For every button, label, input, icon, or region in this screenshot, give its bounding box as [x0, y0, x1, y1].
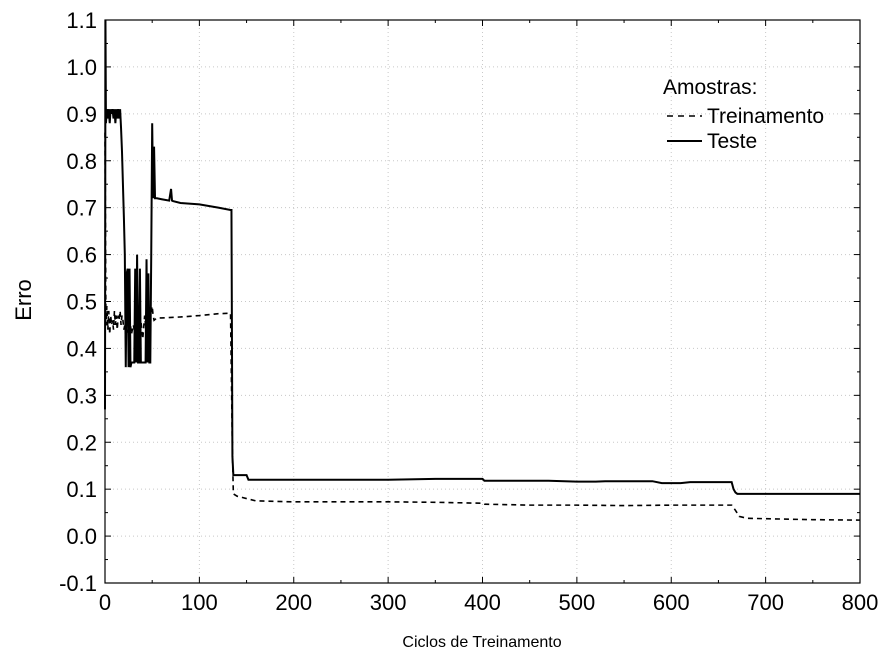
- y-tick-label: 0.7: [66, 196, 97, 221]
- legend-label-teste: Teste: [707, 130, 757, 153]
- x-axis-title: Ciclos de Treinamento: [402, 634, 561, 651]
- y-tick-label: 0.6: [66, 243, 97, 268]
- y-tick-label: 1.0: [66, 55, 97, 80]
- x-tick-label: 800: [842, 590, 879, 615]
- x-tick-label: 500: [559, 590, 596, 615]
- x-tick-label: 200: [275, 590, 312, 615]
- legend-label-treinamento: Treinamento: [707, 105, 824, 128]
- y-tick-label: 0.9: [66, 102, 97, 127]
- y-tick-label: 0.8: [66, 149, 97, 174]
- legend: Amostras: Treinamento Teste: [663, 76, 824, 153]
- x-tick-label: 100: [181, 590, 218, 615]
- y-tick-label: 0.5: [66, 290, 97, 315]
- series-line-teste: [104, 19, 860, 495]
- x-tick-label: 600: [653, 590, 690, 615]
- y-tick-label: 0.1: [66, 477, 97, 502]
- x-tick-label: 300: [370, 590, 407, 615]
- y-tick-label: 1.1: [66, 8, 97, 33]
- x-tick-label: 700: [747, 590, 784, 615]
- y-tick-label: 0.2: [66, 430, 97, 455]
- y-axis-title: Erro: [11, 279, 36, 321]
- series-lines: [104, 19, 861, 521]
- y-tick-label: 0.4: [66, 336, 97, 361]
- x-tick-label: 0: [99, 590, 111, 615]
- y-tick-label: 0.0: [66, 524, 97, 549]
- y-tick-labels: -0.1 0.0 0.1 0.2 0.3 0.4 0.5 0.6 0.7 0.8 0.9 1.0 1.1: [59, 8, 97, 596]
- y-tick-label: 0.3: [66, 383, 97, 408]
- x-tick-labels: 0 100 200 300 400 500 600 700 800: [99, 590, 878, 615]
- y-tick-label: -0.1: [59, 571, 97, 596]
- legend-title: Amostras:: [663, 76, 758, 99]
- x-tick-label: 400: [464, 590, 501, 615]
- series-line-treinamento: [104, 132, 861, 521]
- axis-ticks: [104, 19, 861, 584]
